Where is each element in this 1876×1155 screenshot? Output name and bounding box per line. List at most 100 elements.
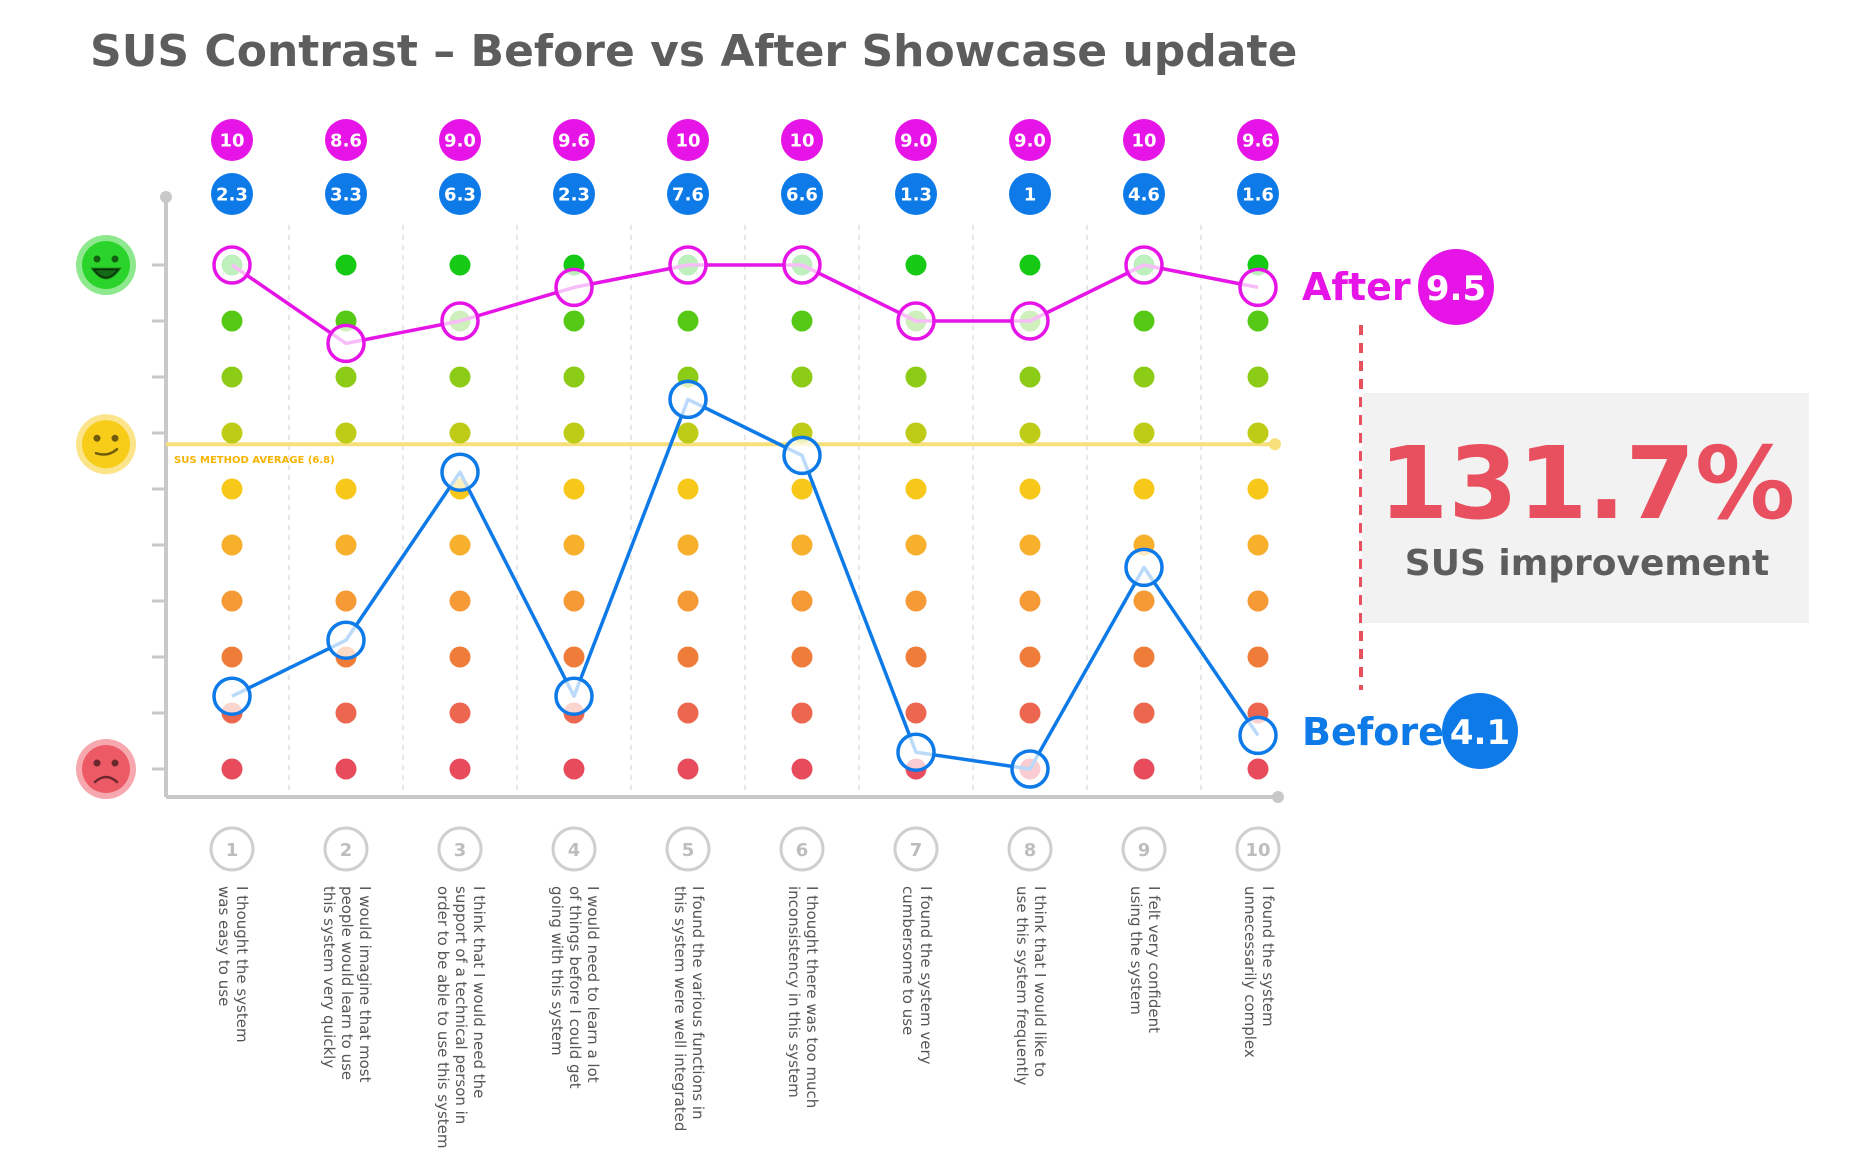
scale-dot xyxy=(1019,534,1041,556)
scale-dot xyxy=(335,590,357,612)
scale-dot xyxy=(221,478,243,500)
scale-dot xyxy=(563,422,585,444)
question-label-line: I found the system xyxy=(1259,886,1277,1027)
value-badge-before xyxy=(553,173,595,215)
reference-line-layer: SUS METHOD AVERAGE (6.8) xyxy=(166,438,1281,466)
x-tick-label: 3 xyxy=(454,840,467,861)
scale-dot xyxy=(1247,366,1269,388)
data-point-after xyxy=(1124,245,1164,285)
value-label-after: 9.6 xyxy=(1242,131,1274,152)
value-label-after: 9.0 xyxy=(900,131,932,152)
improvement-label: SUS improvement xyxy=(1405,543,1769,584)
x-tick-label: 6 xyxy=(796,840,809,861)
scale-dot xyxy=(563,646,585,668)
scale-dot xyxy=(1133,758,1155,780)
data-point-after xyxy=(326,323,366,364)
scale-dot xyxy=(563,590,585,612)
scale-dot xyxy=(221,310,243,332)
face-mouth xyxy=(90,267,122,280)
data-point-before xyxy=(440,452,480,492)
question-label-line: I thought there was too much xyxy=(803,886,821,1108)
scale-dot xyxy=(1019,478,1041,500)
question-label-line: I think that I would need the xyxy=(470,886,488,1098)
scale-dot xyxy=(1247,422,1269,444)
scale-dot xyxy=(563,478,585,500)
smiley-happy-icon xyxy=(76,235,136,295)
value-badge-after xyxy=(895,119,937,161)
series-line-before xyxy=(231,397,1260,771)
scale-dot xyxy=(1019,422,1041,444)
data-point-after xyxy=(212,245,252,285)
question-label: I thought there was too muchinconsistenc… xyxy=(785,886,821,1108)
scale-dot xyxy=(677,702,699,724)
value-badge-before xyxy=(439,173,481,215)
scale-dot xyxy=(221,366,243,388)
value-badge-before xyxy=(325,173,367,215)
value-badge-before xyxy=(781,173,823,215)
scale-dot xyxy=(791,310,813,332)
x-tick-label: 4 xyxy=(568,840,581,861)
data-point-after xyxy=(554,267,594,308)
face-eye xyxy=(111,255,119,263)
scale-dot xyxy=(791,590,813,612)
x-tick-circle xyxy=(323,826,369,872)
scale-dot xyxy=(1133,422,1155,444)
value-label-before: 6.6 xyxy=(786,185,818,206)
value-badge-after xyxy=(667,119,709,161)
scale-dot xyxy=(1247,478,1269,500)
scale-dot xyxy=(677,758,699,780)
face-eye xyxy=(93,434,101,442)
value-label-before: 1.6 xyxy=(1242,185,1274,206)
value-label-before: 1 xyxy=(1024,185,1037,206)
x-tick-circle xyxy=(437,826,483,872)
legend-after-label: After xyxy=(1302,265,1411,309)
scale-dot xyxy=(335,422,357,444)
data-point-after xyxy=(782,245,822,285)
face-eye xyxy=(93,255,101,263)
x-tick-circle xyxy=(551,826,597,872)
scale-dot xyxy=(791,758,813,780)
value-label-after: 9.6 xyxy=(558,131,590,152)
x-tick-label: 7 xyxy=(910,840,923,861)
scale-dot xyxy=(335,254,357,276)
x-tick-circle xyxy=(779,826,825,872)
reference-line-end-dot xyxy=(1269,438,1281,451)
x-tick-circle xyxy=(1121,826,1167,872)
grid-layer xyxy=(288,225,1202,790)
scale-dot xyxy=(449,422,471,444)
scale-dot xyxy=(1247,310,1269,332)
value-badge-after xyxy=(781,119,823,161)
value-badge-after xyxy=(1009,119,1051,161)
question-label-line: I found the various functions in xyxy=(689,886,707,1120)
data-point-after xyxy=(1238,267,1278,308)
data-point-before xyxy=(1010,749,1050,789)
value-badge-after xyxy=(553,119,595,161)
scale-dot xyxy=(221,422,243,444)
reference-line-label: SUS METHOD AVERAGE (6.8) xyxy=(174,455,335,466)
data-point-before xyxy=(668,379,708,420)
scale-dot xyxy=(677,422,699,444)
improvement-value: 131.7% xyxy=(1379,425,1796,542)
scale-dot xyxy=(1133,366,1155,388)
y-axis-end-dot xyxy=(160,191,172,203)
value-label-after: 10 xyxy=(219,131,244,152)
scale-dot xyxy=(563,310,585,332)
smiley-neutral-icon xyxy=(76,414,136,475)
scale-dot xyxy=(791,702,813,724)
scale-dot xyxy=(563,758,585,780)
chart-title: SUS Contrast – Before vs After Showcase … xyxy=(90,26,1297,77)
smiley-sad-icon xyxy=(76,739,136,799)
value-label-after: 9.0 xyxy=(1014,131,1046,152)
face-eye xyxy=(111,434,119,442)
face-body xyxy=(82,420,130,469)
value-label-after: 8.6 xyxy=(330,131,362,152)
value-label-before: 3.3 xyxy=(330,185,362,206)
